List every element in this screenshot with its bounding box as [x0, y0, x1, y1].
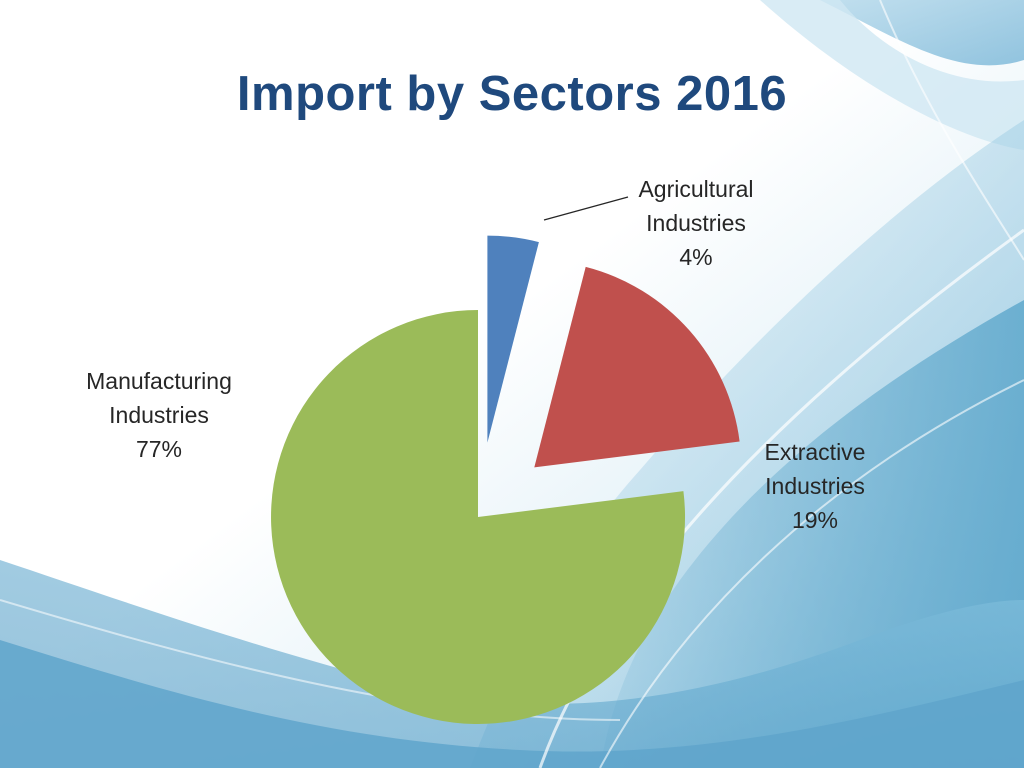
slice-label-extractive-line1: Extractive [764, 439, 866, 465]
slice-label-manufacturing: Manufacturing Industries 77% [49, 364, 269, 466]
slice-label-extractive-percent: 19% [791, 507, 839, 533]
chart-title: Import by Sectors 2016 [236, 67, 788, 121]
pie-slice-extractive [534, 266, 740, 468]
slice-label-extractive-line2: Industries [765, 473, 865, 499]
slice-label-extractive: Extractive Industries 19% [705, 435, 925, 537]
slice-label-manufacturing-line1: Manufacturing [86, 368, 232, 394]
slice-label-manufacturing-percent: 77% [135, 436, 183, 462]
pie-slice-agricultural [487, 235, 539, 443]
pie-slice-manufacturing [271, 310, 686, 724]
slice-label-agricultural-line1: Agricultural [638, 176, 754, 202]
slice-label-manufacturing-line2: Industries [109, 402, 209, 428]
pie-slices [271, 235, 740, 724]
slice-label-agricultural: Agricultural Industries 4% [586, 172, 806, 274]
slice-label-agricultural-percent: 4% [679, 244, 713, 270]
slice-label-agricultural-line2: Industries [646, 210, 746, 236]
leader-line-agricultural [543, 196, 629, 221]
